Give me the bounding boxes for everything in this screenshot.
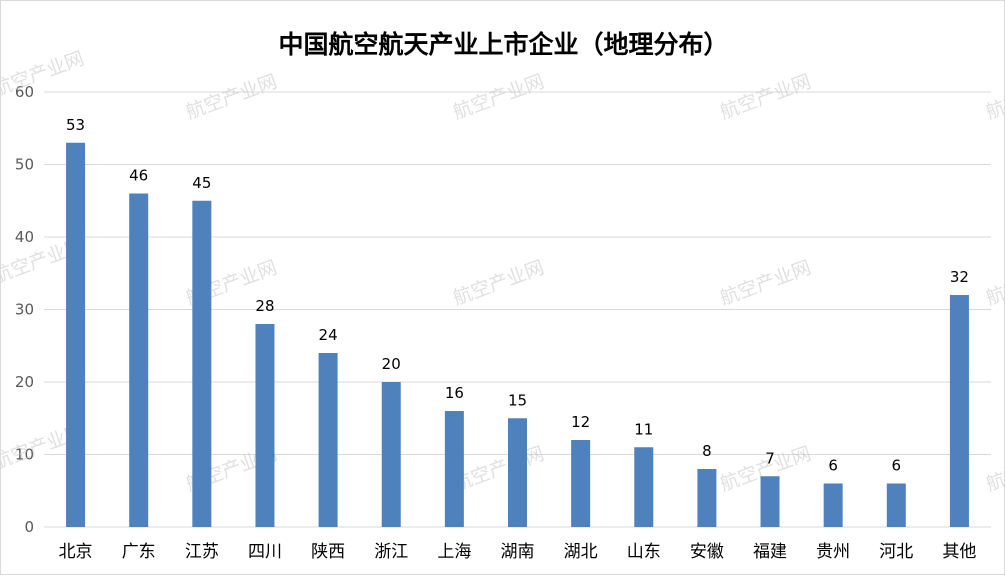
data-label: 45 bbox=[192, 174, 211, 192]
data-label: 24 bbox=[319, 326, 338, 344]
bar bbox=[192, 200, 212, 527]
data-label: 53 bbox=[66, 116, 85, 134]
bar bbox=[634, 447, 654, 527]
x-tick-label: 贵州 bbox=[816, 542, 850, 562]
bar bbox=[823, 483, 843, 527]
x-tick-label: 安徽 bbox=[690, 542, 724, 562]
x-tick-label: 陕西 bbox=[311, 542, 345, 562]
watermark-text: 航空产业网 bbox=[717, 71, 814, 124]
y-tick-label: 60 bbox=[15, 83, 34, 101]
watermark-text: 航空产业网 bbox=[450, 257, 547, 310]
x-tick-label: 上海 bbox=[437, 542, 471, 562]
watermark-text: 航空产业网 bbox=[1, 48, 87, 101]
y-tick-label: 0 bbox=[24, 518, 34, 536]
bar bbox=[697, 469, 717, 527]
watermark-text: 航空产业网 bbox=[983, 71, 1005, 124]
x-tick-label: 山东 bbox=[627, 542, 661, 562]
x-tick-label: 福建 bbox=[753, 542, 787, 562]
bar bbox=[760, 476, 780, 527]
watermark-text: 航空产业网 bbox=[717, 257, 814, 310]
bar bbox=[444, 411, 464, 527]
data-label: 7 bbox=[765, 449, 775, 467]
bar bbox=[886, 483, 906, 527]
y-tick-label: 40 bbox=[15, 228, 34, 246]
data-label: 28 bbox=[255, 297, 274, 315]
x-tick-label: 浙江 bbox=[374, 542, 408, 562]
data-label: 11 bbox=[634, 420, 653, 438]
y-tick-label: 10 bbox=[15, 446, 34, 464]
data-label: 8 bbox=[702, 442, 712, 460]
watermark-text: 航空产业网 bbox=[450, 71, 547, 124]
bar bbox=[508, 418, 527, 527]
data-label: 20 bbox=[382, 355, 401, 373]
watermark-text: 航空产业网 bbox=[450, 443, 547, 496]
bar bbox=[381, 382, 401, 527]
data-label: 12 bbox=[571, 413, 590, 431]
bar bbox=[129, 193, 149, 527]
data-label: 6 bbox=[828, 457, 838, 475]
x-tick-label: 湖北 bbox=[564, 542, 598, 562]
data-label: 46 bbox=[129, 167, 148, 185]
y-tick-label: 20 bbox=[15, 373, 34, 391]
watermark-text: 航空产业网 bbox=[983, 443, 1005, 496]
x-tick-label: 湖南 bbox=[501, 542, 535, 562]
x-tick-label: 广东 bbox=[122, 542, 156, 562]
bar bbox=[255, 324, 275, 527]
x-tick-label: 四川 bbox=[248, 542, 282, 562]
y-tick-label: 50 bbox=[15, 156, 34, 174]
data-label: 15 bbox=[508, 391, 527, 409]
x-tick-label: 江苏 bbox=[185, 542, 219, 562]
data-label: 32 bbox=[950, 268, 969, 286]
data-label: 16 bbox=[445, 384, 464, 402]
chart-title: 中国航空航天产业上市企业（地理分布） bbox=[278, 30, 729, 59]
y-tick-label: 30 bbox=[15, 301, 34, 319]
watermark-text: 航空产业网 bbox=[183, 71, 280, 124]
watermark-text: 航空产业网 bbox=[983, 257, 1005, 310]
x-tick-label: 河北 bbox=[879, 542, 913, 562]
data-label: 6 bbox=[892, 457, 902, 475]
bar bbox=[66, 142, 86, 527]
x-tick-label: 其他 bbox=[942, 542, 976, 562]
bar bbox=[949, 295, 969, 527]
bar bbox=[318, 353, 338, 527]
x-tick-label: 北京 bbox=[59, 542, 93, 562]
bar bbox=[571, 440, 591, 527]
